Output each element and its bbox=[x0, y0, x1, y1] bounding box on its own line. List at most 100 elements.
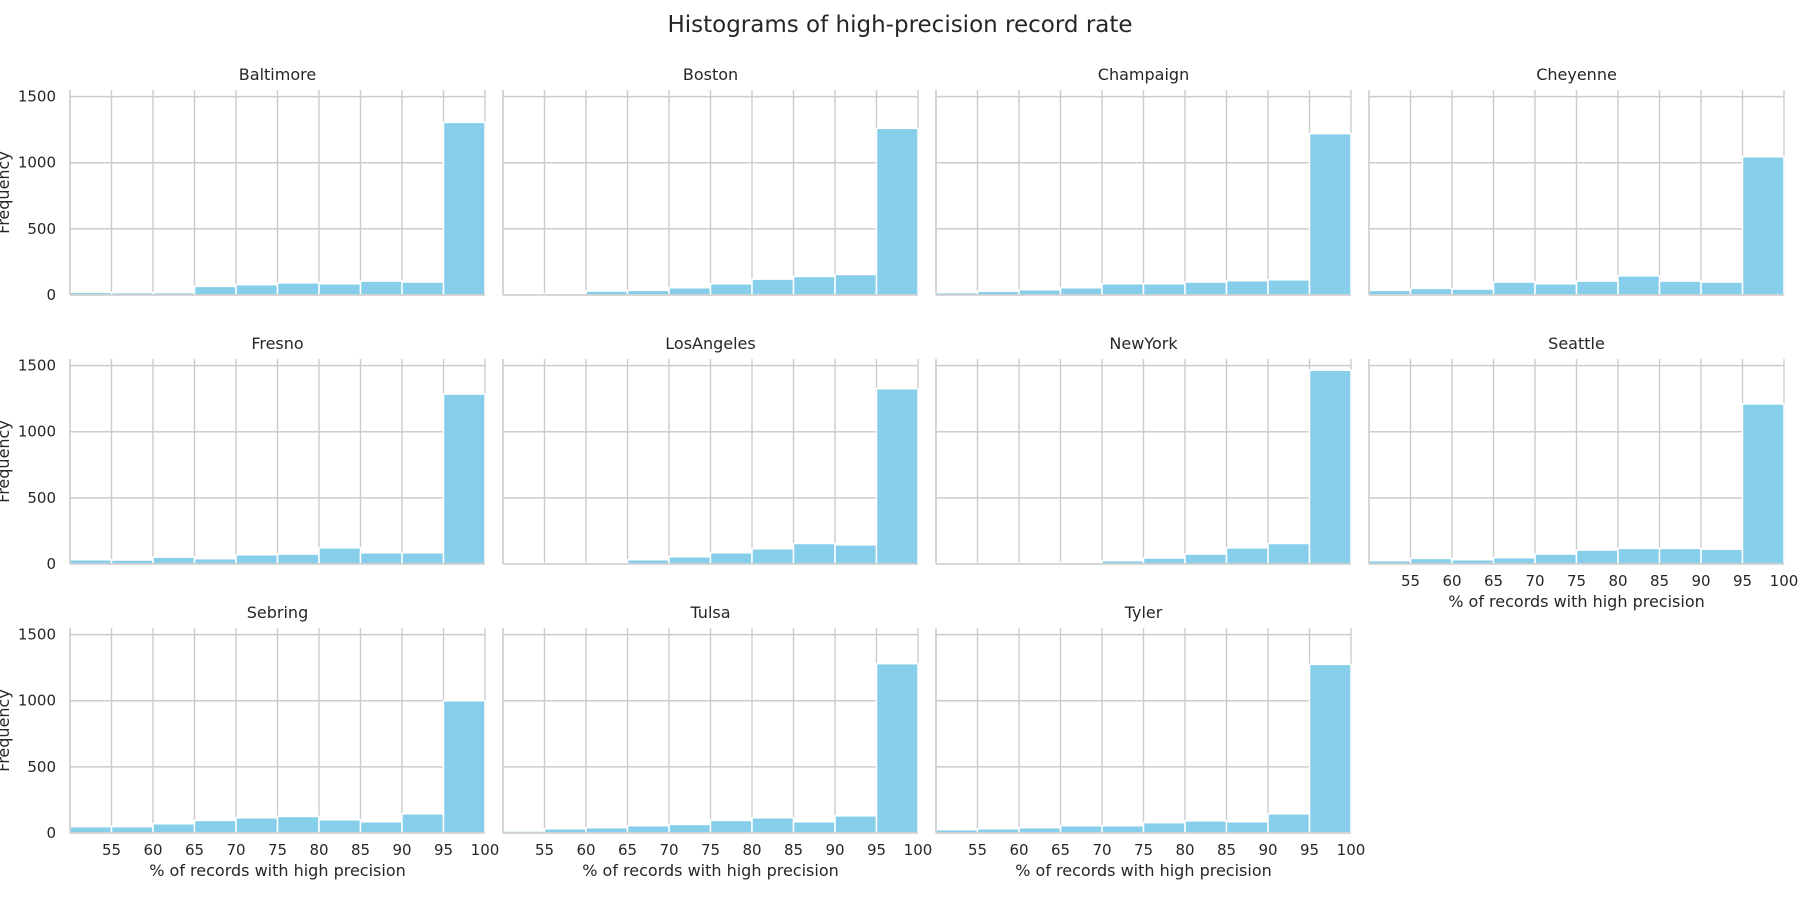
histogram-bar bbox=[235, 553, 279, 565]
histogram-bar bbox=[401, 813, 445, 834]
y-tick-label: 1000 bbox=[18, 423, 56, 441]
panel-title: Boston bbox=[683, 65, 738, 84]
panel-title: LosAngeles bbox=[665, 334, 755, 353]
histogram-bar bbox=[1267, 279, 1311, 296]
histogram-bar bbox=[1184, 820, 1228, 834]
panel-tulsa: Tulsa 55 60 65 70 75 80 85 90 95 100 % of records w… bbox=[502, 603, 933, 880]
histogram-bar bbox=[318, 283, 362, 296]
panel-baltimore: Baltimore 0 500 1000 1500 Frequency bbox=[0, 65, 486, 304]
panel-tyler: Tyler 55 60 65 70 75 80 85 90 95 100 % of records w… bbox=[935, 603, 1366, 880]
x-tick-label: 95 bbox=[434, 841, 453, 859]
y-axis-title: Frequency bbox=[0, 151, 13, 234]
histogram-bar bbox=[442, 699, 486, 834]
histogram-bar bbox=[318, 547, 362, 565]
histogram-bar bbox=[751, 548, 795, 565]
x-axis-title: % of records with high precision bbox=[149, 861, 406, 880]
histogram-bar bbox=[359, 280, 403, 296]
x-axis-title: % of records with high precision bbox=[582, 861, 839, 880]
x-tick-label: 65 bbox=[618, 841, 637, 859]
panel-newyork: NewYork bbox=[935, 334, 1352, 565]
histogram-bar bbox=[235, 817, 279, 834]
x-tick-label: 80 bbox=[1175, 841, 1194, 859]
histogram-bar bbox=[1225, 279, 1269, 296]
histogram-bar bbox=[1101, 283, 1145, 296]
x-tick-label: 70 bbox=[226, 841, 245, 859]
x-tick-label: 55 bbox=[535, 841, 554, 859]
histogram-bar bbox=[875, 662, 919, 834]
histogram-bar bbox=[1225, 821, 1269, 834]
histogram-bar bbox=[792, 275, 836, 296]
x-tick-label: 85 bbox=[1217, 841, 1236, 859]
x-tick-label: 100 bbox=[904, 841, 933, 859]
x-tick-label: 65 bbox=[1051, 841, 1070, 859]
histogram-bar bbox=[1059, 824, 1103, 834]
x-tick-label: 100 bbox=[471, 841, 500, 859]
histogram-bar bbox=[1308, 369, 1352, 565]
y-axis-title: Frequency bbox=[0, 689, 13, 772]
histogram-bar bbox=[1534, 553, 1578, 565]
x-axis-title: % of records with high precision bbox=[1448, 592, 1705, 611]
histogram-bar bbox=[1617, 547, 1661, 565]
panel-title: Fresno bbox=[251, 334, 303, 353]
x-axis-title: % of records with high precision bbox=[1015, 861, 1272, 880]
histogram-bar bbox=[1451, 288, 1495, 296]
histogram-bar bbox=[1741, 403, 1785, 565]
histogram-bar bbox=[235, 283, 279, 296]
histogram-bar bbox=[1492, 556, 1536, 565]
histogram-bar bbox=[1617, 275, 1661, 296]
histogram-bar bbox=[1184, 553, 1228, 565]
histogram-bar bbox=[359, 821, 403, 834]
chart-title: Histograms of high-precision record rate bbox=[667, 12, 1133, 38]
y-tick-label: 1500 bbox=[18, 88, 56, 106]
histogram-bar bbox=[1142, 283, 1186, 296]
panel-sebring: Sebring 0 500 1000 1500 Frequency 55 60 65 70 75 80… bbox=[0, 603, 499, 880]
panel-title: NewYork bbox=[1109, 334, 1178, 353]
y-tick-label: 500 bbox=[27, 489, 56, 507]
x-tick-label: 95 bbox=[1733, 572, 1752, 590]
histogram-bar bbox=[276, 553, 320, 565]
x-tick-label: 85 bbox=[784, 841, 803, 859]
panel-title: Baltimore bbox=[239, 65, 316, 84]
x-tick-label: 60 bbox=[576, 841, 595, 859]
panel-seattle: Seattle 55 60 65 70 75 80 85 90 95 100 % of records… bbox=[1368, 334, 1798, 611]
histogram-bar bbox=[875, 388, 919, 565]
x-tick-label: 65 bbox=[185, 841, 204, 859]
y-tick-label: 1000 bbox=[18, 154, 56, 172]
x-tick-label: 75 bbox=[268, 841, 287, 859]
histogram-bar bbox=[152, 556, 196, 565]
histogram-bar bbox=[1575, 549, 1619, 565]
panel-title: Seattle bbox=[1548, 334, 1605, 353]
x-tick-label: 60 bbox=[1009, 841, 1028, 859]
x-tick-label: 70 bbox=[1525, 572, 1544, 590]
histogram-bar bbox=[709, 819, 753, 834]
y-axis-title: Frequency bbox=[0, 420, 13, 503]
y-tick-label: 1000 bbox=[18, 692, 56, 710]
x-tick-label: 70 bbox=[1092, 841, 1111, 859]
histogram-bar bbox=[1575, 280, 1619, 296]
x-tick-label: 90 bbox=[825, 841, 844, 859]
x-tick-label: 85 bbox=[1650, 572, 1669, 590]
histogram-bar bbox=[668, 555, 712, 565]
histogram-bar bbox=[1658, 547, 1702, 565]
histogram-bar bbox=[1658, 280, 1702, 296]
panel-title: Cheyenne bbox=[1536, 65, 1617, 84]
histogram-bar bbox=[1492, 281, 1536, 296]
x-tick-label: 80 bbox=[1608, 572, 1627, 590]
panel-title: Tyler bbox=[1124, 603, 1163, 622]
histogram-bar bbox=[1700, 548, 1744, 565]
x-tick-label: 65 bbox=[1484, 572, 1503, 590]
x-tick-label: 100 bbox=[1337, 841, 1366, 859]
x-tick-label: 55 bbox=[102, 841, 121, 859]
histogram-bar bbox=[442, 121, 486, 296]
histogram-bar bbox=[1700, 281, 1744, 296]
x-tick-label: 85 bbox=[351, 841, 370, 859]
histogram-bar bbox=[1267, 542, 1311, 565]
histogram-bar bbox=[401, 281, 445, 296]
histogram-bar bbox=[1059, 286, 1103, 296]
histogram-bar bbox=[668, 286, 712, 296]
histogram-bar bbox=[792, 821, 836, 834]
histogram-bar bbox=[1225, 547, 1269, 565]
y-tick-label: 0 bbox=[46, 286, 56, 304]
panel-boston: Boston bbox=[502, 65, 919, 296]
histogram-bar bbox=[276, 815, 320, 834]
